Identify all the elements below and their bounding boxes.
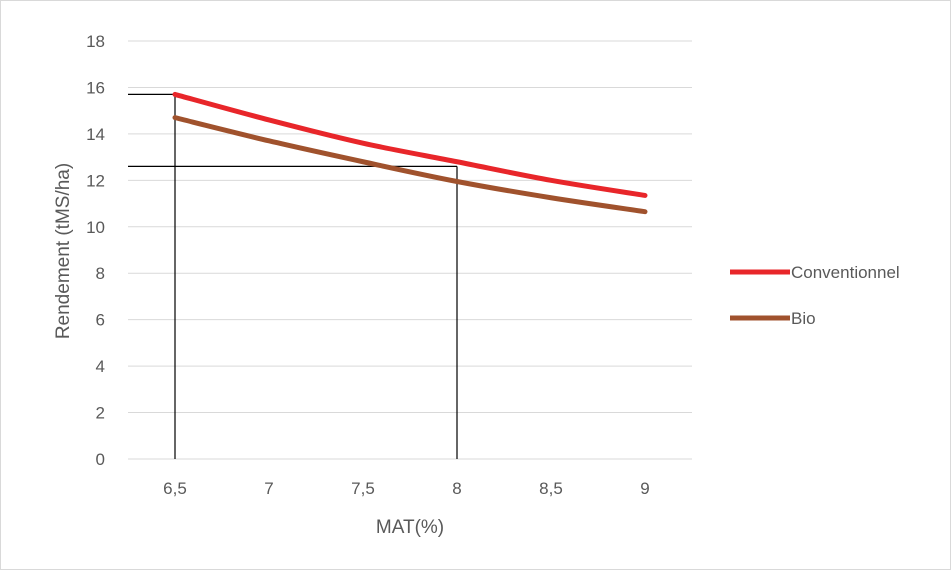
legend-label: Conventionnel <box>791 263 900 282</box>
x-tick-label: 6,5 <box>163 479 187 498</box>
y-axis-tick-labels: 0 2 4 6 8 10 12 14 16 18 <box>86 32 105 469</box>
y-tick-label: 0 <box>96 450 105 469</box>
data-series <box>172 91 648 215</box>
series-line-conventionnel <box>172 91 648 198</box>
y-tick-label: 6 <box>96 311 105 330</box>
reference-lines <box>128 93 458 459</box>
series-line-bio <box>172 115 648 215</box>
y-axis-title: Rendement (tMS/ha) <box>53 163 74 339</box>
x-tick-label: 8,5 <box>539 479 563 498</box>
x-tick-label: 8 <box>452 479 461 498</box>
legend-label: Bio <box>791 309 816 328</box>
y-tick-label: 10 <box>86 218 105 237</box>
y-tick-label: 8 <box>96 264 105 283</box>
x-tick-label: 7 <box>264 479 273 498</box>
y-tick-label: 12 <box>86 171 105 190</box>
y-tick-label: 16 <box>86 78 105 97</box>
y-tick-label: 18 <box>86 32 105 51</box>
y-tick-label: 2 <box>96 404 105 423</box>
x-axis-title: MAT(%) <box>376 517 444 538</box>
y-tick-label: 4 <box>96 357 105 376</box>
legend: Conventionnel Bio <box>730 263 900 328</box>
x-tick-label: 7,5 <box>351 479 375 498</box>
x-tick-label: 9 <box>640 479 649 498</box>
y-tick-label: 14 <box>86 125 105 144</box>
gridlines <box>128 40 692 460</box>
x-axis-tick-labels: 6,5 7 7,5 8 8,5 9 <box>163 479 650 498</box>
